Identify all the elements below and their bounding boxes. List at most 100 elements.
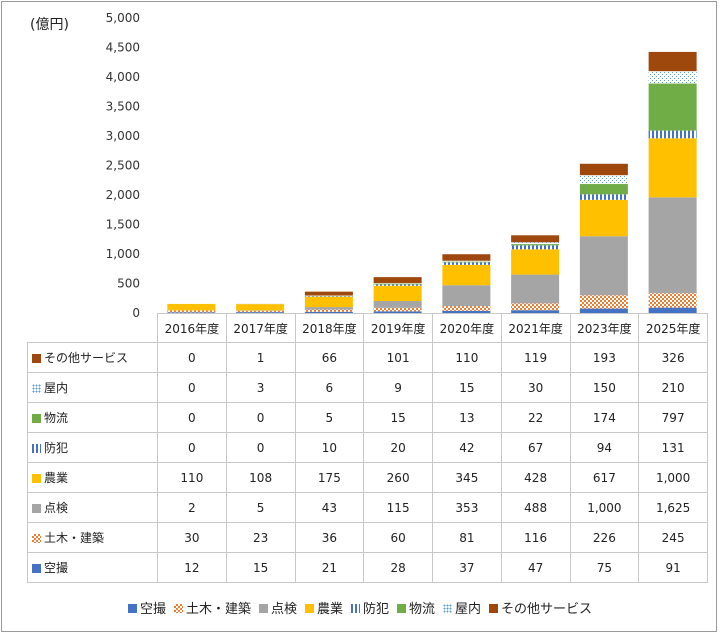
data-label: 20 xyxy=(363,432,433,463)
series-name: 屋内 xyxy=(44,381,69,395)
series-name: 空撮 xyxy=(44,561,69,575)
bar-segment xyxy=(304,309,353,312)
table-row: その他サービス 0 1 66 101 110 119 193 326 xyxy=(27,342,708,373)
data-label: 9 xyxy=(363,372,433,403)
data-label: 0 xyxy=(225,402,296,433)
legend-swatch xyxy=(258,604,268,613)
data-label: 15 xyxy=(225,552,296,583)
bar-segment xyxy=(511,244,560,246)
data-label: 15 xyxy=(432,372,502,403)
x-category-label: 2023年度 xyxy=(569,313,640,343)
series-name-cell: 物流 xyxy=(27,402,158,433)
y-tick-label: 3,500 xyxy=(106,100,140,114)
series-name-cell: 防犯 xyxy=(27,432,158,463)
y-tick-label: 0 xyxy=(132,306,140,320)
bar-segment xyxy=(511,274,560,304)
table-corner-cell xyxy=(27,313,158,343)
bar-segment xyxy=(648,130,697,139)
bar-segment xyxy=(579,199,628,237)
bar-segment xyxy=(511,303,560,311)
bar-segment xyxy=(167,310,216,313)
data-label: 6 xyxy=(294,372,365,403)
series-name-cell: 土木・建築 xyxy=(27,522,158,553)
data-label: 30 xyxy=(500,372,571,403)
legend-label: 土木・建築 xyxy=(185,602,251,617)
bar-segment xyxy=(442,306,491,311)
legend-swatch xyxy=(351,604,360,613)
data-label: 0 xyxy=(157,402,227,433)
data-label: 75 xyxy=(569,552,640,583)
bar-segment xyxy=(579,184,628,195)
series-name: 農業 xyxy=(44,471,69,485)
x-category-label: 2016年度 xyxy=(157,313,227,343)
bar-segment xyxy=(236,304,285,311)
bar-segment xyxy=(648,71,697,84)
data-label: 1,000 xyxy=(569,492,640,523)
bar-segment xyxy=(442,260,491,262)
table-row: 空撮 12 15 21 28 37 47 75 91 xyxy=(27,552,708,583)
data-label: 13 xyxy=(432,402,502,433)
bar-segment xyxy=(373,307,422,312)
legend-key-swatch xyxy=(32,414,41,423)
y-axis-unit-label: (億円) xyxy=(30,17,69,33)
bar-segment xyxy=(442,310,491,313)
legend-key-swatch xyxy=(32,474,41,483)
table-row: 土木・建築 30 23 36 60 81 116 226 245 xyxy=(27,522,708,553)
bar-segment xyxy=(648,138,697,198)
x-category-label: 2017年度 xyxy=(225,313,296,343)
y-axis: 5,000 4,500 4,000 3,500 3,000 2,500 2,000 1,500… xyxy=(106,11,140,320)
bar-segment xyxy=(373,283,422,284)
legend-item: 屋内 xyxy=(443,598,481,617)
data-label: 43 xyxy=(294,492,365,523)
legend-item: 農業 xyxy=(304,598,343,617)
legend-swatch xyxy=(397,604,407,613)
data-label: 115 xyxy=(363,492,433,523)
bar-segment xyxy=(511,235,560,243)
bar-segment xyxy=(373,311,422,313)
x-category-label: 2018年度 xyxy=(294,313,365,343)
legend-key-swatch xyxy=(32,444,41,453)
data-label: 36 xyxy=(294,522,365,553)
data-label: 81 xyxy=(432,522,502,553)
table-row: 防犯 0 0 10 20 42 67 94 131 xyxy=(27,432,708,463)
bar-segment xyxy=(167,303,216,311)
legend-swatch xyxy=(489,604,499,613)
legend-item: 空撮 xyxy=(127,598,166,617)
data-label: 22 xyxy=(500,402,571,433)
y-tick-label: 1,500 xyxy=(106,218,140,232)
legend-item: 点検 xyxy=(258,598,297,617)
y-tick-label: 2,000 xyxy=(106,188,140,202)
bar-segment xyxy=(442,262,491,265)
data-label: 110 xyxy=(432,342,502,373)
bar-segment xyxy=(304,296,353,308)
data-label: 12 xyxy=(157,552,227,583)
data-label: 1,000 xyxy=(638,462,708,493)
data-label: 488 xyxy=(500,492,571,523)
data-label: 0 xyxy=(157,342,227,373)
table-row: 屋内 0 3 6 9 15 30 150 210 xyxy=(27,372,708,403)
data-label: 174 xyxy=(569,402,640,433)
data-label: 0 xyxy=(157,432,227,463)
bar-segment xyxy=(579,175,628,185)
data-label: 60 xyxy=(363,522,433,553)
legend-swatch xyxy=(173,604,183,613)
data-label: 193 xyxy=(569,342,640,373)
bar-segment xyxy=(442,285,491,307)
legend-label: 物流 xyxy=(409,602,436,617)
series-name: 防犯 xyxy=(44,441,69,455)
bar-segment xyxy=(579,194,628,200)
data-label: 30 xyxy=(157,522,227,553)
legend-label: 農業 xyxy=(316,602,343,617)
data-label: 3 xyxy=(225,372,296,403)
x-category-label: 2021年度 xyxy=(500,313,571,343)
table-row: 物流 0 0 5 15 13 22 174 797 xyxy=(27,402,708,433)
series-name-cell: 農業 xyxy=(27,462,158,493)
data-label: 345 xyxy=(432,462,502,493)
x-category-label: 2019年度 xyxy=(363,313,433,343)
bar-segment xyxy=(648,307,697,313)
legend-label: その他サービス xyxy=(501,602,593,617)
legend-label: 点検 xyxy=(270,602,297,617)
bar-segment xyxy=(373,285,422,302)
data-label: 91 xyxy=(638,552,708,583)
series-name-cell: 点検 xyxy=(27,492,158,523)
